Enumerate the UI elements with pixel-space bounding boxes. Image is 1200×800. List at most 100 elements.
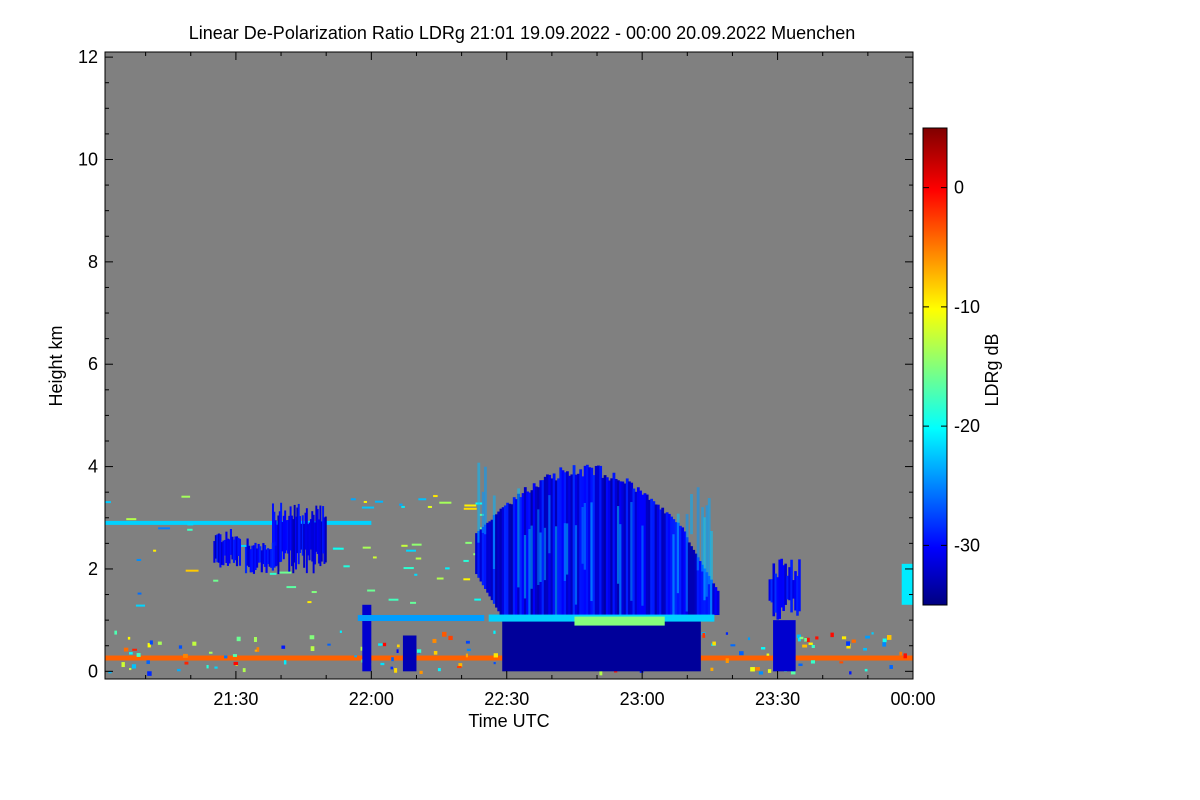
main-cloud-column: [690, 546, 693, 616]
sparse-echo: [137, 592, 142, 595]
cloud-2145: [293, 504, 296, 563]
fall-streak: [492, 495, 496, 570]
main-cloud-column: [510, 504, 514, 616]
cloud-2140: [262, 543, 265, 565]
sparse-echo: [439, 501, 452, 504]
main-cloud-column: [656, 504, 660, 616]
sparse-echo: [374, 500, 384, 503]
cloud-2145: [276, 524, 279, 566]
cloud-2140: [257, 543, 260, 563]
surface-clutter: [808, 642, 813, 645]
y-tick-label: 6: [88, 354, 98, 374]
cloud-2140: [271, 542, 274, 571]
cloud-2140: [263, 544, 267, 567]
cloud-2145: [311, 511, 314, 562]
sparse-echo: [463, 578, 471, 581]
surface-clutter: [712, 641, 716, 646]
fall-streak: [676, 513, 680, 594]
surface-clutter: [846, 641, 851, 646]
fall-streak: [574, 525, 578, 605]
surface-clutter: [108, 671, 112, 674]
sparse-echo: [445, 567, 450, 570]
main-cloud-column: [696, 557, 700, 616]
main-cloud-column: [601, 477, 605, 616]
main-cloud-column: [683, 531, 687, 616]
cloud-2330-upper: [788, 567, 791, 601]
surface-clutter: [232, 654, 238, 657]
cloud-2330-upper: [796, 575, 799, 616]
y-tick-label: 8: [88, 252, 98, 272]
sparse-echo: [465, 541, 472, 544]
precip-streak-2210: [402, 635, 417, 672]
surface-clutter: [846, 643, 851, 649]
surface-clutter: [710, 667, 714, 671]
surface-clutter: [758, 671, 764, 675]
surface-clutter: [802, 644, 808, 648]
surface-clutter: [841, 636, 847, 640]
main-cloud-column: [572, 465, 576, 616]
fall-streak: [705, 505, 709, 597]
surface-clutter: [796, 634, 801, 639]
cloud-2145: [288, 515, 291, 572]
surface-clutter: [815, 636, 819, 640]
surface-clutter: [149, 640, 153, 645]
main-cloud-column: [495, 514, 498, 608]
sparse-echo: [464, 504, 477, 507]
surface-clutter: [121, 662, 125, 668]
main-cloud-column: [623, 483, 627, 616]
surface-clutter: [863, 647, 867, 651]
fall-streak: [554, 526, 558, 621]
main-cloud-column: [484, 524, 487, 589]
cloud-2145: [301, 515, 304, 556]
main-cloud-column: [639, 490, 642, 616]
y-tick-label: 2: [88, 559, 98, 579]
surface-clutter: [755, 667, 760, 671]
main-cloud-column: [568, 475, 572, 616]
fall-streak: [565, 523, 569, 575]
cloud-2140: [246, 538, 249, 566]
surface-clutter: [882, 642, 887, 647]
main-cloud-column: [585, 464, 589, 616]
cloud-2145: [274, 520, 277, 559]
colorbar-tick-label: -20: [954, 416, 980, 436]
fall-streak: [543, 527, 547, 581]
x-tick-label: 23:30: [755, 689, 800, 709]
cloud-2145: [305, 508, 308, 574]
main-cloud-column: [512, 497, 516, 616]
main-cloud-column: [577, 473, 580, 616]
surface-clutter: [253, 637, 257, 643]
surface-clutter: [391, 657, 394, 662]
main-cloud-column: [594, 465, 598, 616]
cloud-2140: [254, 542, 257, 571]
main-cloud-column: [508, 503, 512, 616]
cloud-2145: [319, 505, 322, 567]
main-cloud-column: [499, 508, 503, 616]
cloud-2330-upper: [770, 579, 774, 603]
surface-clutter: [396, 644, 400, 648]
fall-streak: [630, 502, 634, 601]
x-tick-label: 21:30: [213, 689, 258, 709]
cloud-2145: [316, 509, 319, 554]
sparse-echo: [474, 598, 481, 601]
plot-frame: [104, 51, 914, 680]
surface-clutter: [899, 651, 903, 656]
main-cloud-column: [714, 587, 718, 616]
fall-streak: [481, 491, 485, 533]
surface-clutter: [750, 667, 755, 672]
sparse-echo: [401, 544, 408, 547]
sparse-echo: [240, 544, 250, 547]
surface-clutter: [799, 636, 804, 640]
surface-clutter: [178, 645, 183, 649]
fall-streak: [581, 507, 585, 564]
colorbar-tick-label: -10: [954, 297, 980, 317]
main-cloud-column: [698, 561, 702, 616]
main-cloud-column: [716, 590, 720, 616]
main-cloud-column: [526, 491, 529, 616]
colorbar-tick-label: 0: [954, 178, 964, 198]
main-cloud-column: [486, 522, 490, 593]
cloud-2330-upper: [792, 580, 795, 599]
cloud-2130: [228, 539, 231, 564]
surface-clutter: [396, 649, 399, 654]
sparse-echo: [286, 586, 297, 589]
main-cloud-column: [475, 533, 478, 575]
